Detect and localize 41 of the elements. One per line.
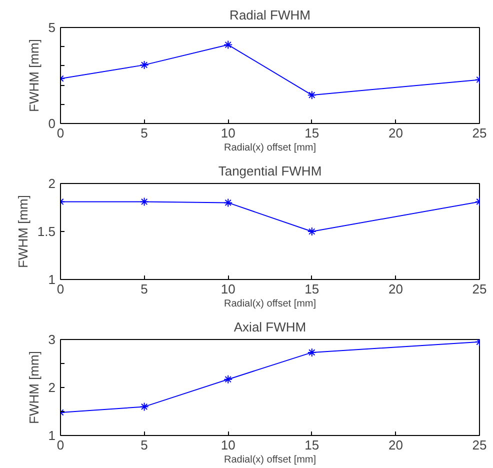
x-tick-label: 15 (304, 126, 320, 140)
x-tick-label: 20 (388, 438, 403, 452)
point (224, 198, 233, 208)
y-tick-label: 3 (48, 332, 56, 347)
x-axis-title: Radial(x) offset [mm] (224, 454, 316, 466)
x-tick-label: 10 (220, 282, 236, 296)
y-tick-label: 5 (48, 20, 56, 35)
x-tick-label: 5 (140, 126, 148, 140)
y-tick-label: 2 (48, 380, 56, 395)
y-axis-title: FWHM [mm] (26, 351, 42, 424)
point (140, 402, 149, 412)
x-tick-label: 15 (304, 438, 320, 452)
y-tick-label: 1 (48, 272, 56, 287)
point (140, 60, 149, 70)
x-tick-label: 5 (140, 282, 148, 296)
point (140, 197, 149, 206)
chart-title: Radial FWHM (230, 8, 310, 22)
x-axis-title: Radial(x) offset [mm] (224, 142, 316, 154)
x-tick-label: 25 (472, 438, 487, 452)
point (307, 227, 316, 236)
y-axis-title: FWHM [mm] (26, 39, 42, 112)
y-tick-label: 2 (48, 176, 56, 191)
point (224, 374, 233, 384)
x-tick-label: 20 (388, 282, 403, 296)
chart-title: Tangential FWHM (218, 164, 322, 178)
x-tick-label: 25 (472, 126, 487, 140)
point (224, 40, 233, 50)
y-axis-title: FWHM [mm] (15, 195, 30, 268)
y-tick-label: 0 (48, 116, 56, 131)
x-tick-label: 25 (472, 282, 487, 296)
chart-title: Axial FWHM (234, 320, 306, 334)
x-tick-label: 10 (220, 126, 236, 140)
x-tick-label: 10 (220, 438, 236, 452)
x-tick-label: 15 (304, 282, 320, 296)
point (307, 90, 316, 100)
x-tick-label: 5 (140, 438, 148, 452)
point (307, 348, 316, 357)
y-tick-label: 1 (48, 428, 56, 443)
x-tick-label: 20 (388, 126, 403, 140)
x-axis-title: Radial(x) offset [mm] (224, 298, 316, 310)
y-tick-label: 1.5 (37, 224, 56, 239)
